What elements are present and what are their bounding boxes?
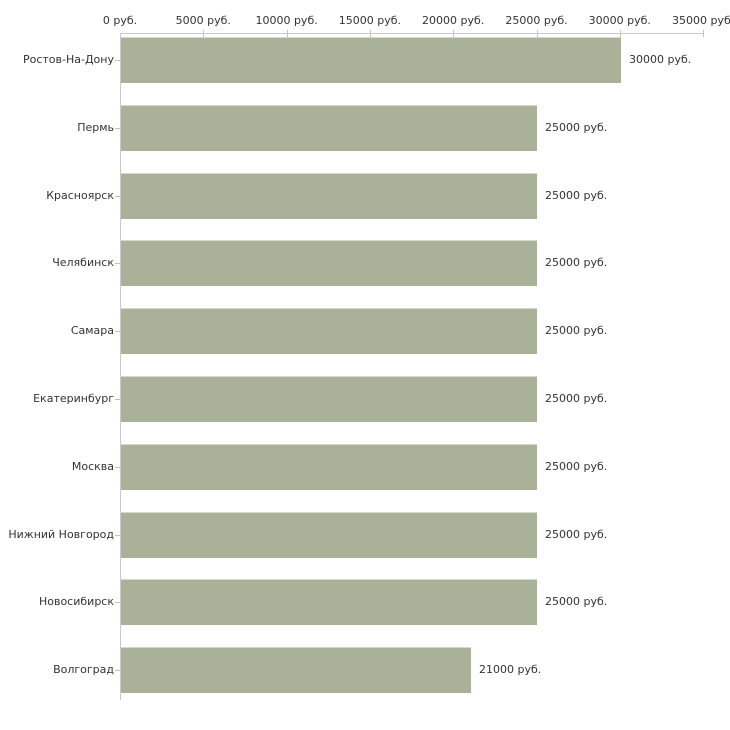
category-label: Москва xyxy=(71,459,114,473)
category-label: Пермь xyxy=(77,120,114,134)
bar xyxy=(121,443,537,490)
x-axis-tick-label: 25000 руб. xyxy=(505,14,568,27)
category-tick-mark xyxy=(115,60,120,61)
category-tick-mark xyxy=(115,331,120,333)
x-axis-tick-label: 5000 руб. xyxy=(175,14,231,27)
bar xyxy=(121,172,537,219)
category-label: Нижний Новгород xyxy=(8,527,114,541)
bar xyxy=(121,376,537,422)
x-axis-tick-mark xyxy=(703,30,705,37)
bar xyxy=(121,579,537,626)
value-label: 30000 руб. xyxy=(629,53,692,66)
value-label: 25000 руб. xyxy=(545,324,608,338)
x-axis-line xyxy=(120,33,703,34)
category-tick-mark xyxy=(115,195,120,197)
value-label: 25000 руб. xyxy=(545,459,608,473)
bar xyxy=(121,647,471,694)
category-label: Волгоград xyxy=(53,663,114,677)
bar xyxy=(121,104,537,151)
value-label: 25000 руб. xyxy=(545,188,608,202)
bar xyxy=(121,308,537,355)
value-label: 25000 руб. xyxy=(545,256,608,270)
value-label: 25000 руб. xyxy=(545,527,608,541)
x-axis-tick-label: 35000 руб. xyxy=(671,14,730,27)
category-tick-mark xyxy=(115,602,120,604)
value-label: 25000 руб. xyxy=(545,120,608,134)
x-axis-tick-label: 20000 руб. xyxy=(422,14,485,27)
category-tick-mark xyxy=(115,127,120,129)
value-label: 25000 руб. xyxy=(545,392,608,405)
value-label: 25000 руб. xyxy=(545,595,608,609)
category-label: Екатеринбург xyxy=(33,392,114,405)
category-label: Красноярск xyxy=(46,188,114,202)
y-axis-line xyxy=(120,33,121,700)
category-label: Ростов-На-Дону xyxy=(22,53,114,66)
category-label: Новосибирск xyxy=(38,595,114,609)
category-tick-mark xyxy=(115,534,120,536)
value-label: 21000 руб. xyxy=(479,663,542,677)
category-tick-mark xyxy=(115,399,120,400)
category-tick-mark xyxy=(115,466,120,468)
category-label: Челябинск xyxy=(52,256,114,270)
x-axis-tick-label: 15000 руб. xyxy=(338,14,402,27)
x-axis-tick-label: 30000 руб. xyxy=(588,14,651,27)
x-axis-tick-label: 10000 руб. xyxy=(255,14,318,27)
category-label: Самара xyxy=(70,324,114,338)
x-axis-tick-label: 0 руб. xyxy=(102,14,138,27)
category-tick-mark xyxy=(115,670,120,672)
bar xyxy=(121,37,621,83)
bar xyxy=(121,240,537,287)
bar xyxy=(121,511,537,558)
category-tick-mark xyxy=(115,263,120,265)
